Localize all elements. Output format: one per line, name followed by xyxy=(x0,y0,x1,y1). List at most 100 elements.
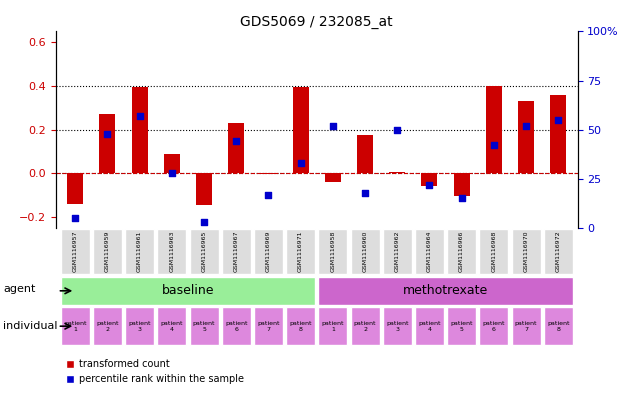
Title: GDS5069 / 232085_at: GDS5069 / 232085_at xyxy=(240,15,393,29)
FancyBboxPatch shape xyxy=(286,229,315,274)
Text: GSM1116957: GSM1116957 xyxy=(73,231,78,272)
Legend: transformed count, percentile rank within the sample: transformed count, percentile rank withi… xyxy=(61,356,248,388)
Text: patient
2: patient 2 xyxy=(354,321,376,332)
Text: patient
7: patient 7 xyxy=(257,321,279,332)
Text: patient
7: patient 7 xyxy=(515,321,537,332)
FancyBboxPatch shape xyxy=(93,229,122,274)
Text: GSM1116967: GSM1116967 xyxy=(233,231,238,272)
Text: GSM1116964: GSM1116964 xyxy=(427,231,432,272)
Point xyxy=(424,182,434,188)
Bar xyxy=(99,114,116,173)
Bar xyxy=(260,173,276,174)
Text: agent: agent xyxy=(3,284,35,294)
Text: patient
8: patient 8 xyxy=(547,321,569,332)
Bar xyxy=(196,173,212,205)
FancyBboxPatch shape xyxy=(319,307,347,345)
Point xyxy=(489,142,499,149)
Text: patient
1: patient 1 xyxy=(322,321,344,332)
FancyBboxPatch shape xyxy=(61,277,315,305)
Text: GSM1116969: GSM1116969 xyxy=(266,231,271,272)
Text: GSM1116963: GSM1116963 xyxy=(170,231,175,272)
Text: GSM1116966: GSM1116966 xyxy=(459,231,464,272)
Text: patient
6: patient 6 xyxy=(483,321,505,332)
Point xyxy=(360,189,370,196)
FancyBboxPatch shape xyxy=(189,307,219,345)
Text: patient
2: patient 2 xyxy=(96,321,119,332)
FancyBboxPatch shape xyxy=(286,307,315,345)
Point xyxy=(135,113,145,119)
FancyBboxPatch shape xyxy=(415,307,444,345)
Point xyxy=(167,170,177,176)
Text: baseline: baseline xyxy=(161,284,214,298)
FancyBboxPatch shape xyxy=(383,229,412,274)
FancyBboxPatch shape xyxy=(447,307,476,345)
Bar xyxy=(453,173,469,196)
Text: patient
3: patient 3 xyxy=(386,321,409,332)
Text: GSM1116968: GSM1116968 xyxy=(491,231,496,272)
FancyBboxPatch shape xyxy=(319,229,347,274)
FancyBboxPatch shape xyxy=(512,307,540,345)
FancyBboxPatch shape xyxy=(157,229,186,274)
Text: individual: individual xyxy=(3,321,58,331)
Text: patient
5: patient 5 xyxy=(193,321,215,332)
Point xyxy=(456,195,466,202)
Bar xyxy=(228,123,244,173)
Text: GSM1116960: GSM1116960 xyxy=(363,231,368,272)
Text: GSM1116972: GSM1116972 xyxy=(556,231,561,272)
Text: GSM1116970: GSM1116970 xyxy=(524,231,528,272)
Point xyxy=(392,127,402,133)
FancyBboxPatch shape xyxy=(350,307,379,345)
FancyBboxPatch shape xyxy=(125,307,154,345)
Bar xyxy=(389,172,406,173)
Point xyxy=(263,191,273,198)
Bar xyxy=(518,101,534,173)
FancyBboxPatch shape xyxy=(415,229,444,274)
FancyBboxPatch shape xyxy=(61,307,89,345)
FancyBboxPatch shape xyxy=(125,229,154,274)
Text: patient
1: patient 1 xyxy=(64,321,86,332)
FancyBboxPatch shape xyxy=(479,307,509,345)
FancyBboxPatch shape xyxy=(512,229,540,274)
FancyBboxPatch shape xyxy=(544,307,573,345)
FancyBboxPatch shape xyxy=(544,229,573,274)
FancyBboxPatch shape xyxy=(319,277,573,305)
Point xyxy=(296,160,306,166)
FancyBboxPatch shape xyxy=(254,229,283,274)
FancyBboxPatch shape xyxy=(479,229,509,274)
FancyBboxPatch shape xyxy=(254,307,283,345)
FancyBboxPatch shape xyxy=(189,229,219,274)
Text: GSM1116958: GSM1116958 xyxy=(330,231,335,272)
Text: GSM1116961: GSM1116961 xyxy=(137,231,142,272)
Bar xyxy=(550,95,566,173)
FancyBboxPatch shape xyxy=(157,307,186,345)
FancyBboxPatch shape xyxy=(222,307,251,345)
FancyBboxPatch shape xyxy=(93,307,122,345)
Text: methotrexate: methotrexate xyxy=(403,284,488,298)
Text: GSM1116971: GSM1116971 xyxy=(298,231,303,272)
Bar xyxy=(325,173,341,182)
Point xyxy=(231,138,241,145)
Bar xyxy=(132,87,148,173)
Text: patient
4: patient 4 xyxy=(418,321,441,332)
Point xyxy=(102,130,112,137)
Point xyxy=(199,219,209,225)
Point xyxy=(521,123,531,129)
Text: patient
4: patient 4 xyxy=(161,321,183,332)
Text: patient
5: patient 5 xyxy=(450,321,473,332)
Text: patient
6: patient 6 xyxy=(225,321,247,332)
Point xyxy=(328,123,338,129)
FancyBboxPatch shape xyxy=(61,229,89,274)
Bar xyxy=(292,87,309,173)
Bar xyxy=(486,86,502,173)
Point xyxy=(553,117,563,123)
FancyBboxPatch shape xyxy=(447,229,476,274)
Text: GSM1116959: GSM1116959 xyxy=(105,231,110,272)
Text: GSM1116962: GSM1116962 xyxy=(395,231,400,272)
FancyBboxPatch shape xyxy=(383,307,412,345)
Text: patient
8: patient 8 xyxy=(289,321,312,332)
Bar xyxy=(67,173,83,204)
Bar xyxy=(357,135,373,173)
Text: patient
3: patient 3 xyxy=(129,321,151,332)
Text: GSM1116965: GSM1116965 xyxy=(201,231,207,272)
FancyBboxPatch shape xyxy=(350,229,379,274)
